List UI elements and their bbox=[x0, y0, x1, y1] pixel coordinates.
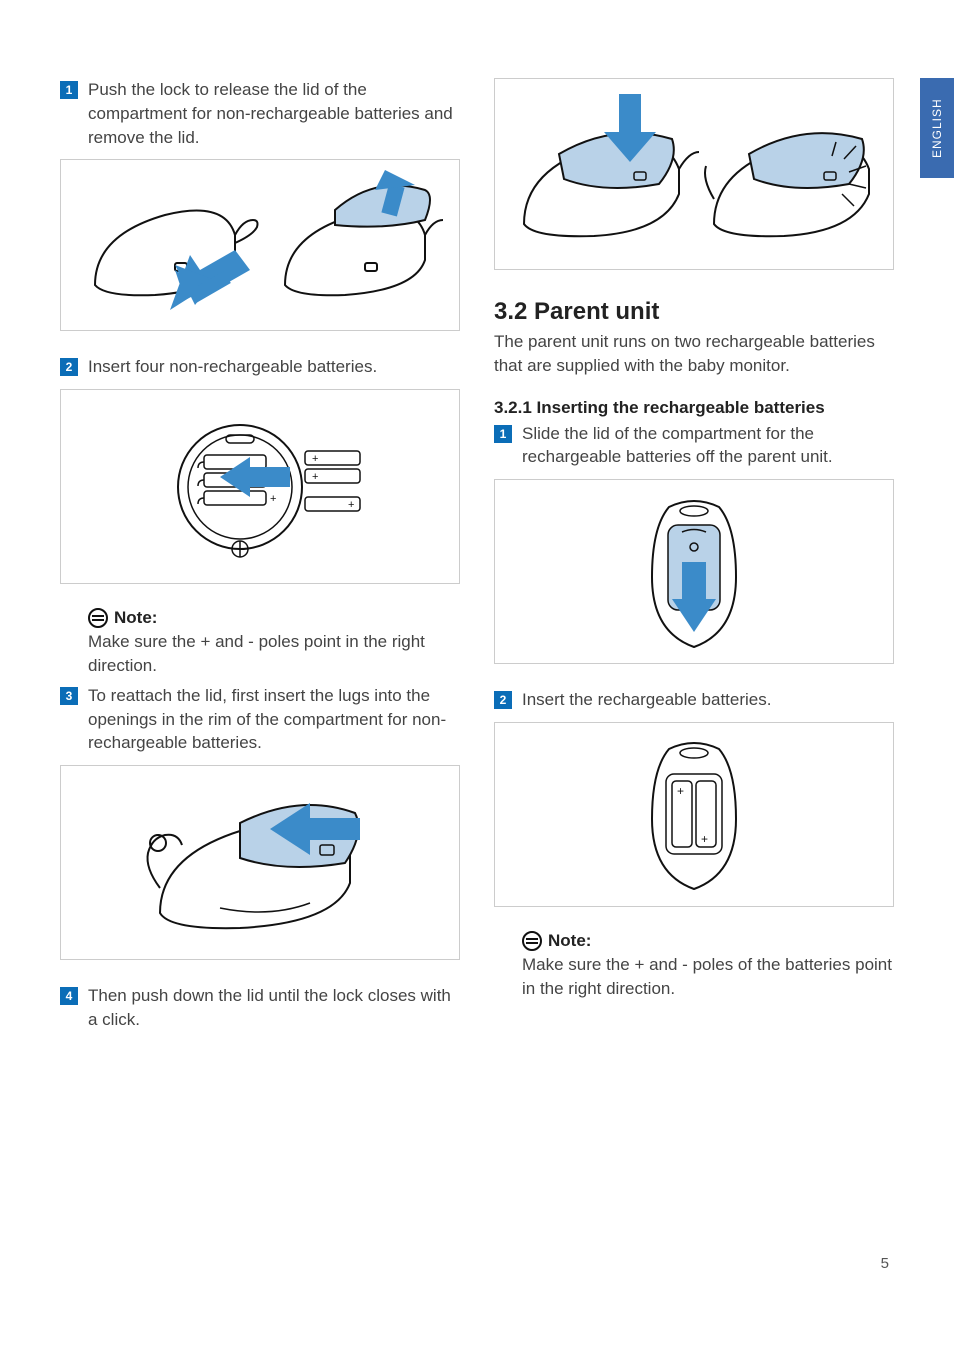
step-text: Push the lock to release the lid of the … bbox=[88, 78, 460, 149]
language-tab: ENGLISH bbox=[920, 78, 954, 178]
note-header: Note: bbox=[88, 608, 460, 628]
figure-push-lid bbox=[494, 78, 894, 270]
figure-insert-batteries-parent: + + bbox=[494, 722, 894, 907]
step-text: Slide the lid of the compartment for the… bbox=[522, 422, 894, 470]
step-number-badge: 1 bbox=[60, 81, 78, 99]
note-header: Note: bbox=[522, 931, 894, 951]
note-label: Note: bbox=[548, 931, 591, 951]
note-icon bbox=[522, 931, 542, 951]
svg-text:+: + bbox=[677, 784, 684, 798]
svg-text:+: + bbox=[270, 493, 276, 505]
page-number: 5 bbox=[881, 1255, 889, 1272]
svg-text:+: + bbox=[701, 832, 708, 846]
step-text: To reattach the lid, first insert the lu… bbox=[88, 684, 460, 755]
step-number-badge: 1 bbox=[494, 425, 512, 443]
note-icon bbox=[88, 608, 108, 628]
step-number-badge: 4 bbox=[60, 987, 78, 1005]
svg-text:+: + bbox=[348, 499, 354, 511]
figure-remove-lid bbox=[60, 159, 460, 331]
right-column: 3.2 Parent unit The parent unit runs on … bbox=[494, 78, 894, 1038]
step-item: 1 Slide the lid of the compartment for t… bbox=[494, 422, 894, 470]
step-item: 4 Then push down the lid until the lock … bbox=[60, 984, 460, 1032]
note-text: Make sure the + and - poles point in the… bbox=[88, 630, 460, 678]
figure-slide-lid-parent bbox=[494, 479, 894, 664]
step-number-badge: 3 bbox=[60, 687, 78, 705]
figure-insert-batteries: + + + + bbox=[60, 389, 460, 584]
step-item: 2 Insert four non-rechargeable batteries… bbox=[60, 355, 460, 379]
svg-text:+: + bbox=[312, 453, 318, 465]
step-text: Then push down the lid until the lock cl… bbox=[88, 984, 460, 1032]
step-number-badge: 2 bbox=[494, 691, 512, 709]
step-item: 1 Push the lock to release the lid of th… bbox=[60, 78, 460, 149]
page-content: 1 Push the lock to release the lid of th… bbox=[0, 0, 954, 1078]
figure-reattach-lid bbox=[60, 765, 460, 960]
note-text: Make sure the + and - poles of the batte… bbox=[522, 953, 894, 1001]
svg-text:+: + bbox=[312, 471, 318, 483]
note-label: Note: bbox=[114, 608, 157, 628]
subsection-heading: 3.2.1 Inserting the rechargeable batteri… bbox=[494, 398, 894, 418]
step-text: Insert four non-rechargeable batteries. bbox=[88, 355, 377, 379]
step-number-badge: 2 bbox=[60, 358, 78, 376]
section-heading: 3.2 Parent unit bbox=[494, 298, 894, 326]
section-intro: The parent unit runs on two rechargeable… bbox=[494, 330, 894, 378]
step-item: 2 Insert the rechargeable batteries. bbox=[494, 688, 894, 712]
step-text: Insert the rechargeable batteries. bbox=[522, 688, 771, 712]
left-column: 1 Push the lock to release the lid of th… bbox=[60, 78, 460, 1038]
step-item: 3 To reattach the lid, first insert the … bbox=[60, 684, 460, 755]
